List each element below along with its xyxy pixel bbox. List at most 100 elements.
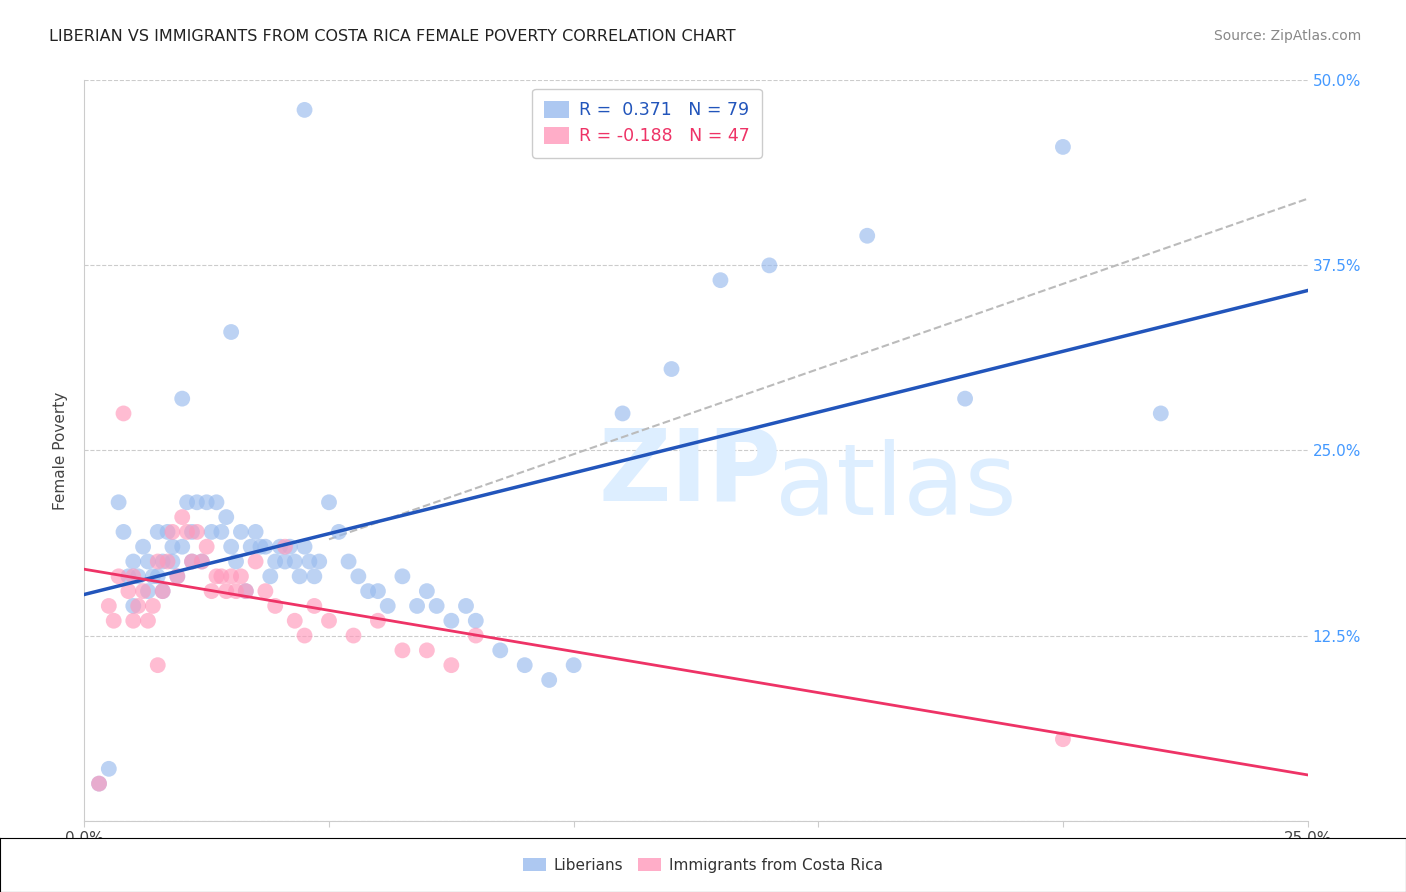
Point <box>1052 732 1074 747</box>
Point <box>235 584 257 599</box>
Point <box>562 658 585 673</box>
Point <box>166 569 188 583</box>
Point <box>245 555 267 569</box>
Point <box>176 524 198 539</box>
Point <box>264 555 287 569</box>
Point <box>136 614 159 628</box>
Point <box>538 673 561 687</box>
Point <box>191 555 214 569</box>
Point <box>152 555 174 569</box>
Point <box>166 569 188 583</box>
Point <box>146 524 169 539</box>
Point <box>172 392 194 406</box>
Point <box>288 569 311 583</box>
Point <box>162 524 184 539</box>
Point <box>117 569 139 583</box>
Point <box>186 524 208 539</box>
Point <box>513 658 536 673</box>
Point <box>162 555 184 569</box>
Point <box>274 540 297 554</box>
Point <box>152 584 174 599</box>
Point <box>367 614 389 628</box>
Point <box>304 569 326 583</box>
Point <box>406 599 429 613</box>
Point <box>274 555 297 569</box>
Point <box>304 599 326 613</box>
Point <box>284 614 307 628</box>
Text: ZIP: ZIP <box>598 425 780 521</box>
Point <box>215 584 238 599</box>
Point <box>117 584 139 599</box>
Point <box>142 569 165 583</box>
Point <box>136 584 159 599</box>
Point <box>209 524 232 539</box>
Point <box>127 569 149 583</box>
Point <box>391 643 413 657</box>
Point <box>200 524 222 539</box>
Point <box>122 614 145 628</box>
Legend: Liberians, Immigrants from Costa Rica: Liberians, Immigrants from Costa Rica <box>516 850 890 880</box>
Point <box>186 495 208 509</box>
Text: LIBERIAN VS IMMIGRANTS FROM COSTA RICA FEMALE POVERTY CORRELATION CHART: LIBERIAN VS IMMIGRANTS FROM COSTA RICA F… <box>49 29 735 44</box>
Point <box>259 569 281 583</box>
Point <box>464 614 486 628</box>
Point <box>342 628 364 642</box>
Point <box>156 555 179 569</box>
Point <box>200 584 222 599</box>
Point <box>172 540 194 554</box>
Point <box>172 510 194 524</box>
Point <box>132 584 155 599</box>
Point <box>142 599 165 613</box>
Point <box>112 524 135 539</box>
Legend: R =  0.371   N = 79, R = -0.188   N = 47: R = 0.371 N = 79, R = -0.188 N = 47 <box>531 89 762 158</box>
Point <box>97 762 120 776</box>
Point <box>215 510 238 524</box>
Point <box>225 584 247 599</box>
Point <box>152 584 174 599</box>
Point <box>112 407 135 421</box>
Point <box>195 495 218 509</box>
Point <box>357 584 380 599</box>
Point <box>440 614 463 628</box>
Point <box>440 658 463 673</box>
Point <box>146 658 169 673</box>
Point <box>294 540 316 554</box>
Point <box>209 569 232 583</box>
Point <box>146 555 169 569</box>
Point <box>195 540 218 554</box>
Point <box>308 555 330 569</box>
Point <box>146 569 169 583</box>
Point <box>454 599 477 613</box>
Point <box>1150 407 1173 421</box>
Point <box>87 776 110 791</box>
Point <box>391 569 413 583</box>
Point <box>377 599 399 613</box>
Point <box>612 407 634 421</box>
Point <box>318 614 340 628</box>
Point <box>225 555 247 569</box>
Point <box>219 569 242 583</box>
Point <box>87 776 110 791</box>
Point <box>122 599 145 613</box>
Y-axis label: Female Poverty: Female Poverty <box>53 392 69 509</box>
Point <box>181 555 204 569</box>
Point <box>661 362 683 376</box>
Point <box>219 325 242 339</box>
Point <box>229 524 252 539</box>
Point <box>97 599 120 613</box>
Point <box>245 524 267 539</box>
Point <box>229 569 252 583</box>
Point <box>103 614 125 628</box>
Point <box>107 569 129 583</box>
Point <box>294 628 316 642</box>
Point <box>122 569 145 583</box>
Point <box>318 495 340 509</box>
Point <box>426 599 449 613</box>
Point <box>758 259 780 273</box>
Point <box>239 540 262 554</box>
Point <box>122 555 145 569</box>
Point <box>127 599 149 613</box>
Point <box>205 569 228 583</box>
Point <box>347 569 370 583</box>
Point <box>132 540 155 554</box>
